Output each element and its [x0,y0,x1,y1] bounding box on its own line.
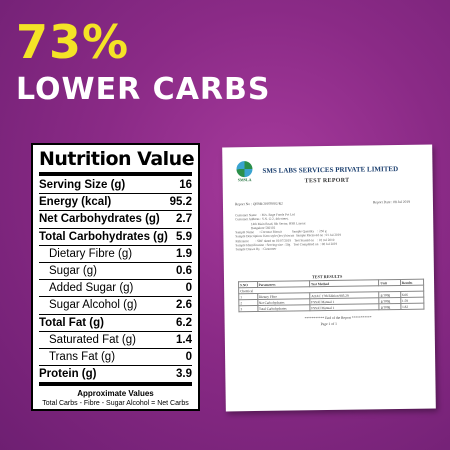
nutrition-label: Nutrition Value Serving Size (g) 16 Energy… [31,143,200,411]
nutrition-row-label: Dietary Fibre (g) [49,247,133,260]
report-end-text: *********** End of the Report **********… [304,315,372,321]
nutrition-row-label: Sugar Alcohol (g) [49,299,138,312]
nutrition-row: Total Carbohydrates (g) 5.9 [39,229,192,246]
nutrition-row-value: 1.9 [176,247,192,260]
results-cell: 1.82 [400,303,424,310]
nutrition-row: Serving Size (g) 16 [39,177,192,195]
lab-name: SMS LABS SERVICES PRIVATE LIMITED [262,165,399,175]
nutrition-footer: Approximate Values Total Carbs - Fibre -… [39,386,192,409]
nutrition-row-label: Energy (kcal) [39,196,112,209]
logo-text: SMSLA [237,177,252,183]
nutrition-row-value: 5.9 [176,230,192,243]
nutrition-row: Trans Fat (g) 0 [39,349,192,367]
nutrition-row-value: 0.6 [176,265,192,278]
headline-percent: 73% [16,15,130,69]
nutrition-row: Energy (kcal) 95.2 [39,194,192,212]
results-cell: 3 [238,305,258,312]
nutrition-row: Sugar Alcohol (g) 2.6 [39,297,192,315]
results-cell: g/100g [379,303,401,310]
nutrition-row: Dietary Fibre (g) 1.9 [39,246,192,264]
nutrition-row-value: 3.9 [176,368,192,381]
report-details: Customer Name : M/s. Rage Foods Pvt Ltd C… [235,211,426,252]
nutrition-row-label: Added Sugar (g) [49,282,134,295]
test-report-document: SMSLA SMS LABS SERVICES PRIVATE LIMITED … [222,144,436,412]
footer-formula: Total Carbs - Fibre - Sugar Alcohol = Ne… [42,400,189,408]
nutrition-row-label: Protein (g) [39,368,97,381]
nutrition-row-value: 1.4 [176,333,192,346]
nutrition-row: Net Carbohydrates (g) 2.7 [39,211,192,229]
report-number: Report No : QFBR/20070002/R2 [234,201,283,207]
nutrition-row-label: Total Carbohydrates (g) [39,230,168,243]
nutrition-row: Sugar (g) 0.6 [39,263,192,281]
nutrition-row-value: 0 [185,351,192,364]
logo-mark-icon [236,161,253,178]
results-cell: Total Carbohydrates [257,304,310,312]
nutrition-row-value: 2.6 [176,299,192,312]
nutrition-row-label: Serving Size (g) [39,179,126,191]
nutrition-row-label: Net Carbohydrates (g) [39,213,160,226]
nutrition-title: Nutrition Value [39,148,195,176]
nutrition-row-value: 0 [185,282,192,295]
results-table: S.NO Parameters Test Method Unit Results Che… [238,279,424,313]
headline: 73% LOWER CARBS [16,18,271,108]
nutrition-row: Protein (g) 3.9 [39,366,192,387]
nutrition-row-label: Total Fat (g) [39,316,104,329]
footer-approx: Approximate Values [77,389,154,399]
nutrition-row-label: Trans Fat (g) [49,351,116,364]
report-date: Report Date : 08 Jul 2019 [372,199,411,205]
report-title: TEST REPORT [304,177,350,185]
nutrition-row-value: 2.7 [176,213,192,226]
nutrition-row-value: 95.2 [169,196,192,209]
nutrition-row-label: Saturated Fat (g) [49,333,136,346]
nutrition-row-label: Sugar (g) [49,265,97,278]
results-cell: FSSAI Manual 1 [309,303,380,311]
nutrition-row: Added Sugar (g) 0 [39,280,192,298]
page-number: Page 1 of 1 [320,321,337,327]
nutrition-row-value: 16 [179,179,192,191]
nutrition-row: Saturated Fat (g) 1.4 [39,332,192,350]
headline-subtitle: LOWER CARBS [16,72,271,107]
results-row: 3 Total Carbohydrates FSSAI Manual 1 g/100g… [238,303,424,312]
lab-logo: SMSLA [232,161,256,182]
nutrition-row-value: 6.2 [176,316,192,329]
nutrition-rows: Serving Size (g) 16 Energy (kcal) 95.2 Net C… [39,177,192,387]
results-title: TEST RESULTS [311,273,343,280]
nutrition-row: Total Fat (g) 6.2 [39,315,192,332]
